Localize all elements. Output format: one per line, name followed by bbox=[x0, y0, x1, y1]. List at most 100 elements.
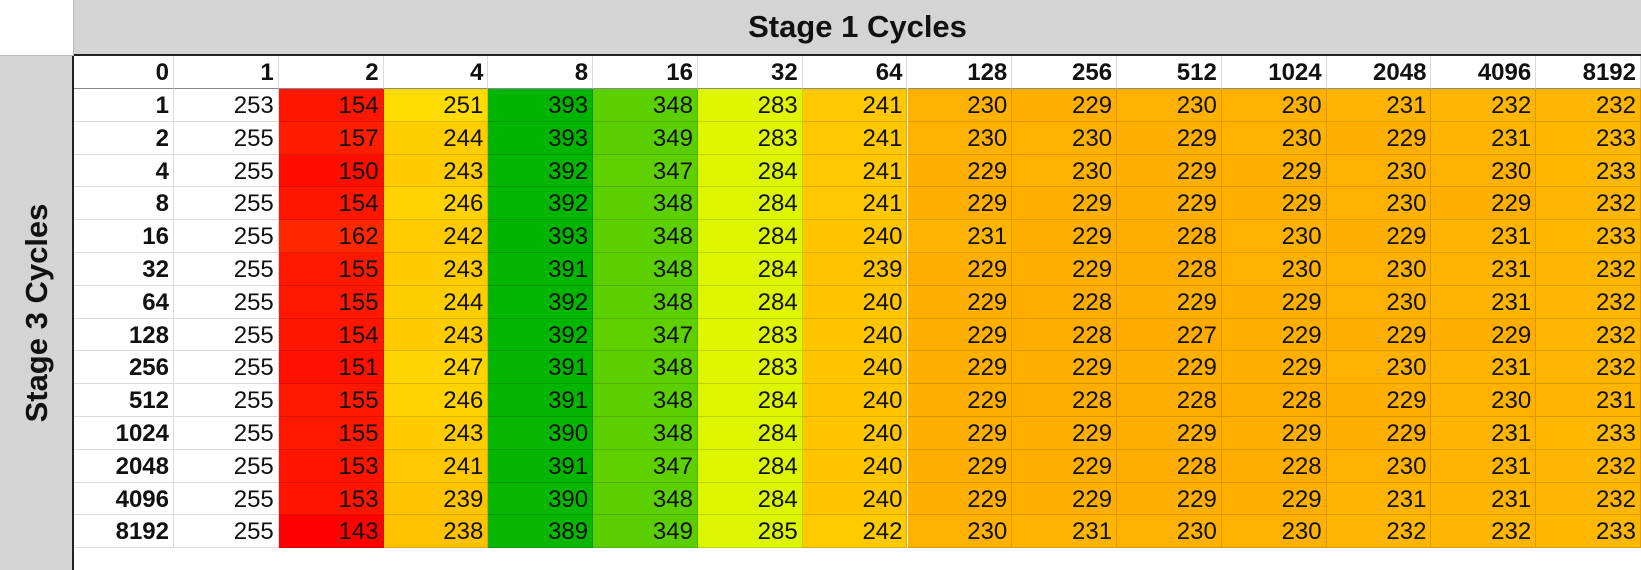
heatmap-cell[interactable]: 283 bbox=[697, 89, 803, 122]
row-header[interactable]: 2048 bbox=[74, 449, 174, 483]
heatmap-cell[interactable]: 246 bbox=[383, 187, 489, 221]
heatmap-cell[interactable]: 229 bbox=[1117, 121, 1222, 155]
heatmap-cell[interactable]: 241 bbox=[802, 187, 908, 221]
heatmap-cell[interactable]: 255 bbox=[174, 121, 279, 155]
heatmap-cell[interactable]: 231 bbox=[1012, 515, 1118, 549]
heatmap-cell[interactable]: 233 bbox=[1536, 515, 1641, 549]
corner-cell[interactable] bbox=[0, 0, 74, 56]
heatmap-cell[interactable]: 231 bbox=[1431, 253, 1537, 286]
heatmap-cell[interactable]: 240 bbox=[802, 417, 908, 450]
heatmap-cell[interactable]: 230 bbox=[1326, 285, 1432, 319]
heatmap-cell[interactable]: 228 bbox=[1117, 384, 1222, 417]
heatmap-cell[interactable]: 229 bbox=[1012, 482, 1118, 516]
row-header[interactable]: 16 bbox=[74, 220, 174, 253]
heatmap-cell[interactable]: 229 bbox=[1221, 318, 1327, 352]
column-header[interactable]: 2048 bbox=[1326, 56, 1432, 89]
heatmap-cell[interactable]: 231 bbox=[1431, 417, 1537, 450]
heatmap-cell[interactable]: 389 bbox=[488, 515, 594, 549]
heatmap-cell[interactable]: 229 bbox=[1012, 351, 1118, 385]
heatmap-cell[interactable]: 153 bbox=[278, 482, 384, 516]
heatmap-cell[interactable]: 284 bbox=[697, 187, 803, 221]
row-header[interactable]: 4096 bbox=[74, 482, 174, 516]
heatmap-cell[interactable]: 391 bbox=[488, 449, 594, 483]
heatmap-cell[interactable]: 348 bbox=[593, 351, 698, 385]
heatmap-cell[interactable]: 391 bbox=[488, 384, 594, 417]
heatmap-cell[interactable]: 229 bbox=[907, 482, 1013, 516]
heatmap-cell[interactable]: 284 bbox=[697, 449, 803, 483]
heatmap-cell[interactable]: 392 bbox=[488, 318, 594, 352]
heatmap-cell[interactable]: 228 bbox=[1117, 449, 1222, 483]
heatmap-cell[interactable]: 393 bbox=[488, 220, 594, 253]
heatmap-cell[interactable]: 255 bbox=[174, 351, 279, 385]
heatmap-cell[interactable]: 241 bbox=[383, 449, 489, 483]
heatmap-cell[interactable]: 393 bbox=[488, 121, 594, 155]
heatmap-cell[interactable]: 162 bbox=[278, 220, 384, 253]
heatmap-cell[interactable]: 230 bbox=[1221, 515, 1327, 549]
heatmap-cell[interactable]: 232 bbox=[1536, 253, 1641, 286]
heatmap-cell[interactable]: 242 bbox=[802, 515, 908, 549]
heatmap-cell[interactable]: 230 bbox=[1221, 220, 1327, 253]
heatmap-cell[interactable]: 150 bbox=[278, 154, 384, 188]
column-header[interactable]: 512 bbox=[1117, 56, 1222, 89]
column-header[interactable]: 4096 bbox=[1431, 56, 1537, 89]
heatmap-cell[interactable]: 229 bbox=[907, 285, 1013, 319]
heatmap-cell[interactable]: 228 bbox=[1012, 285, 1118, 319]
column-header[interactable]: 16 bbox=[593, 56, 698, 89]
heatmap-cell[interactable]: 255 bbox=[174, 417, 279, 450]
heatmap-cell[interactable]: 233 bbox=[1536, 220, 1641, 253]
heatmap-cell[interactable]: 348 bbox=[593, 285, 698, 319]
heatmap-cell[interactable]: 229 bbox=[1117, 351, 1222, 385]
heatmap-cell[interactable]: 228 bbox=[1221, 384, 1327, 417]
heatmap-cell[interactable]: 229 bbox=[907, 187, 1013, 221]
heatmap-cell[interactable]: 283 bbox=[697, 121, 803, 155]
heatmap-cell[interactable]: 230 bbox=[1431, 154, 1537, 188]
heatmap-cell[interactable]: 233 bbox=[1536, 121, 1641, 155]
heatmap-cell[interactable]: 230 bbox=[1221, 89, 1327, 122]
heatmap-cell[interactable]: 155 bbox=[278, 285, 384, 319]
heatmap-cell[interactable]: 240 bbox=[802, 384, 908, 417]
heatmap-cell[interactable]: 232 bbox=[1536, 285, 1641, 319]
heatmap-cell[interactable]: 229 bbox=[1117, 187, 1222, 221]
heatmap-cell[interactable]: 231 bbox=[1431, 351, 1537, 385]
column-header[interactable]: 1024 bbox=[1221, 56, 1327, 89]
heatmap-cell[interactable]: 229 bbox=[907, 351, 1013, 385]
row-header[interactable]: 8192 bbox=[74, 515, 174, 549]
heatmap-cell[interactable]: 284 bbox=[697, 417, 803, 450]
heatmap-cell[interactable]: 349 bbox=[593, 121, 698, 155]
heatmap-cell[interactable]: 255 bbox=[174, 187, 279, 221]
heatmap-cell[interactable]: 230 bbox=[1221, 253, 1327, 286]
heatmap-cell[interactable]: 232 bbox=[1431, 89, 1537, 122]
heatmap-cell[interactable]: 157 bbox=[278, 121, 384, 155]
heatmap-cell[interactable]: 347 bbox=[593, 318, 698, 352]
heatmap-cell[interactable]: 229 bbox=[1326, 417, 1432, 450]
heatmap-cell[interactable]: 284 bbox=[697, 285, 803, 319]
heatmap-cell[interactable]: 229 bbox=[1326, 121, 1432, 155]
heatmap-cell[interactable]: 349 bbox=[593, 515, 698, 549]
heatmap-cell[interactable]: 348 bbox=[593, 253, 698, 286]
heatmap-cell[interactable]: 391 bbox=[488, 253, 594, 286]
heatmap-cell[interactable]: 255 bbox=[174, 515, 279, 549]
column-header[interactable]: 2 bbox=[278, 56, 384, 89]
heatmap-cell[interactable]: 238 bbox=[383, 515, 489, 549]
heatmap-cell[interactable]: 231 bbox=[1431, 482, 1537, 516]
heatmap-cell[interactable]: 232 bbox=[1536, 482, 1641, 516]
heatmap-cell[interactable]: 230 bbox=[1326, 253, 1432, 286]
column-header[interactable]: 8192 bbox=[1536, 56, 1641, 89]
heatmap-cell[interactable]: 284 bbox=[697, 482, 803, 516]
heatmap-cell[interactable]: 230 bbox=[1326, 449, 1432, 483]
heatmap-cell[interactable]: 229 bbox=[1012, 220, 1118, 253]
heatmap-cell[interactable]: 229 bbox=[1012, 417, 1118, 450]
heatmap-cell[interactable]: 283 bbox=[697, 318, 803, 352]
heatmap-cell[interactable]: 348 bbox=[593, 482, 698, 516]
column-header[interactable]: 128 bbox=[907, 56, 1013, 89]
heatmap-cell[interactable]: 153 bbox=[278, 449, 384, 483]
heatmap-cell[interactable]: 230 bbox=[1221, 121, 1327, 155]
heatmap-cell[interactable]: 231 bbox=[1431, 285, 1537, 319]
heatmap-cell[interactable]: 255 bbox=[174, 384, 279, 417]
heatmap-cell[interactable]: 229 bbox=[1117, 482, 1222, 516]
heatmap-cell[interactable]: 230 bbox=[1012, 121, 1118, 155]
heatmap-cell[interactable]: 391 bbox=[488, 351, 594, 385]
heatmap-cell[interactable]: 251 bbox=[383, 89, 489, 122]
row-header[interactable]: 512 bbox=[74, 384, 174, 417]
heatmap-cell[interactable]: 232 bbox=[1536, 89, 1641, 122]
